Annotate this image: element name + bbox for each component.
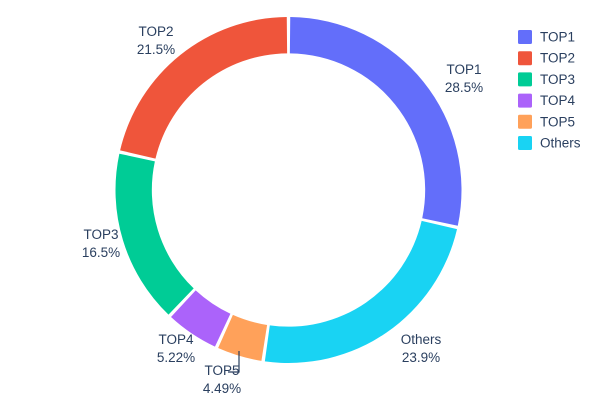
- slice-label-top1-value: 28.5%: [445, 80, 483, 95]
- legend-label-top1: TOP1: [540, 30, 575, 45]
- slice-label-others: Others 23.9%: [401, 332, 442, 365]
- slice-label-top5-name: TOP5: [204, 363, 239, 378]
- slice-label-top4-value: 5.22%: [157, 350, 195, 365]
- donut-slice-top4[interactable]: [171, 290, 231, 347]
- slice-label-top5: TOP5 4.49%: [203, 363, 241, 396]
- slice-label-top4-name: TOP4: [158, 332, 194, 347]
- slice-label-top1: TOP1 28.5%: [445, 62, 483, 95]
- legend-swatch-top2: [518, 51, 532, 66]
- slice-label-top5-value: 4.49%: [203, 381, 241, 396]
- slice-label-top2: TOP2 21.5%: [137, 24, 175, 57]
- slice-label-top3-name: TOP3: [83, 227, 118, 242]
- legend-item-top2[interactable]: TOP2: [518, 51, 575, 66]
- slice-label-others-value: 23.9%: [402, 350, 440, 365]
- slice-label-top4: TOP4 5.22%: [157, 332, 195, 365]
- legend-label-others: Others: [540, 136, 581, 151]
- donut-slice-others[interactable]: [264, 220, 458, 363]
- legend-swatch-top5: [518, 114, 532, 129]
- donut-slices-group: [115, 17, 462, 363]
- legend-swatch-others: [518, 136, 532, 150]
- legend-item-top3[interactable]: TOP3: [518, 72, 575, 87]
- legend-item-others[interactable]: Others: [518, 136, 581, 151]
- donut-slice-top5[interactable]: [218, 314, 268, 361]
- slice-label-top3-value: 16.5%: [82, 245, 120, 260]
- slice-label-top3: TOP3 16.5%: [82, 227, 120, 260]
- legend-label-top3: TOP3: [540, 72, 575, 87]
- legend-swatch-top3: [518, 72, 532, 87]
- chart-legend: TOP1 TOP2 TOP3 TOP4 TOP5 Others: [518, 30, 581, 151]
- slice-label-top2-value: 21.5%: [137, 42, 175, 57]
- slice-label-others-name: Others: [401, 332, 442, 347]
- slice-leader-lines: [228, 351, 240, 373]
- legend-swatch-top4: [518, 93, 532, 108]
- slice-label-top2-name: TOP2: [138, 24, 173, 39]
- slice-labels-group: TOP1 28.5% TOP2 21.5% TOP3 16.5% TOP4 5.…: [82, 24, 483, 396]
- legend-label-top4: TOP4: [540, 93, 576, 108]
- top5-leader-line: [228, 351, 240, 373]
- legend-item-top4[interactable]: TOP4: [518, 93, 576, 108]
- legend-label-top5: TOP5: [540, 114, 575, 129]
- slice-label-top1-name: TOP1: [446, 62, 481, 77]
- legend-item-top5[interactable]: TOP5: [518, 114, 575, 129]
- legend-item-top1[interactable]: TOP1: [518, 30, 575, 45]
- legend-swatch-top1: [518, 30, 532, 44]
- legend-label-top2: TOP2: [540, 51, 575, 66]
- donut-slice-top1[interactable]: [289, 17, 462, 226]
- donut-slice-top3[interactable]: [115, 153, 194, 315]
- donut-slice-top2[interactable]: [120, 17, 288, 159]
